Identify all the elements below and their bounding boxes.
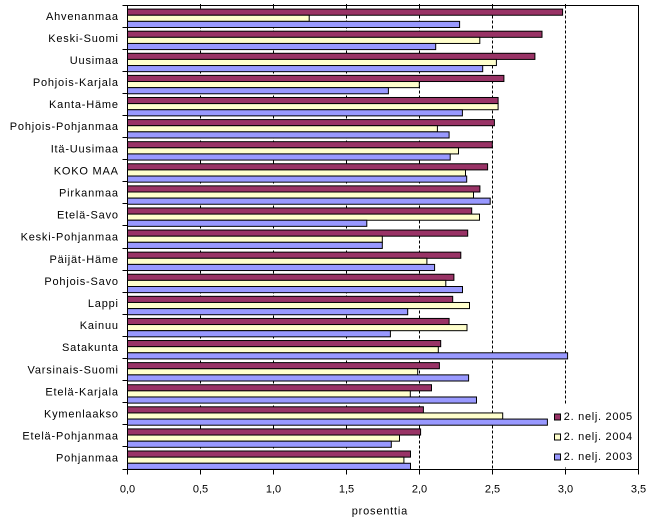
svg-text:2,5: 2,5 (485, 483, 500, 495)
svg-text:1,0: 1,0 (266, 483, 281, 495)
svg-text:Kainuu: Kainuu (80, 320, 119, 332)
svg-text:3,5: 3,5 (631, 483, 646, 495)
svg-text:Pirkanmaa: Pirkanmaa (59, 188, 119, 200)
svg-text:Varsinais-Suomi: Varsinais-Suomi (28, 364, 119, 376)
svg-text:Pohjois-Pohjanmaa: Pohjois-Pohjanmaa (10, 121, 119, 133)
svg-text:3,0: 3,0 (558, 483, 573, 495)
svg-text:2. nelj. 2003: 2. nelj. 2003 (564, 451, 633, 463)
svg-text:0,5: 0,5 (193, 483, 208, 495)
svg-text:KOKO MAA: KOKO MAA (54, 165, 119, 177)
svg-text:Keski-Pohjanmaa: Keski-Pohjanmaa (21, 232, 119, 244)
svg-text:Etelä-Karjala: Etelä-Karjala (45, 386, 118, 398)
svg-text:prosenttia: prosenttia (352, 505, 408, 517)
svg-text:Lappi: Lappi (88, 298, 119, 310)
svg-text:Kanta-Häme: Kanta-Häme (49, 99, 119, 111)
svg-text:Keski-Suomi: Keski-Suomi (48, 33, 119, 45)
svg-text:2. nelj. 2005: 2. nelj. 2005 (564, 411, 633, 423)
svg-text:Pohjois-Karjala: Pohjois-Karjala (33, 77, 119, 89)
svg-text:2. nelj. 2004: 2. nelj. 2004 (564, 431, 633, 443)
svg-text:Pohjois-Savo: Pohjois-Savo (44, 276, 118, 288)
svg-text:Uusimaa: Uusimaa (70, 55, 119, 67)
svg-text:Satakunta: Satakunta (62, 342, 119, 354)
svg-text:0,0: 0,0 (120, 483, 135, 495)
svg-text:Etelä-Pohjanmaa: Etelä-Pohjanmaa (22, 431, 118, 443)
svg-text:Ahvenanmaa: Ahvenanmaa (46, 11, 119, 23)
svg-text:Päijät-Häme: Päijät-Häme (49, 254, 118, 266)
svg-text:1,5: 1,5 (339, 483, 354, 495)
svg-text:Pohjanmaa: Pohjanmaa (56, 453, 119, 465)
svg-text:2,0: 2,0 (412, 483, 427, 495)
svg-text:Etelä-Savo: Etelä-Savo (57, 210, 119, 222)
svg-text:Kymenlaakso: Kymenlaakso (44, 408, 119, 420)
svg-text:Itä-Uusimaa: Itä-Uusimaa (51, 143, 119, 155)
